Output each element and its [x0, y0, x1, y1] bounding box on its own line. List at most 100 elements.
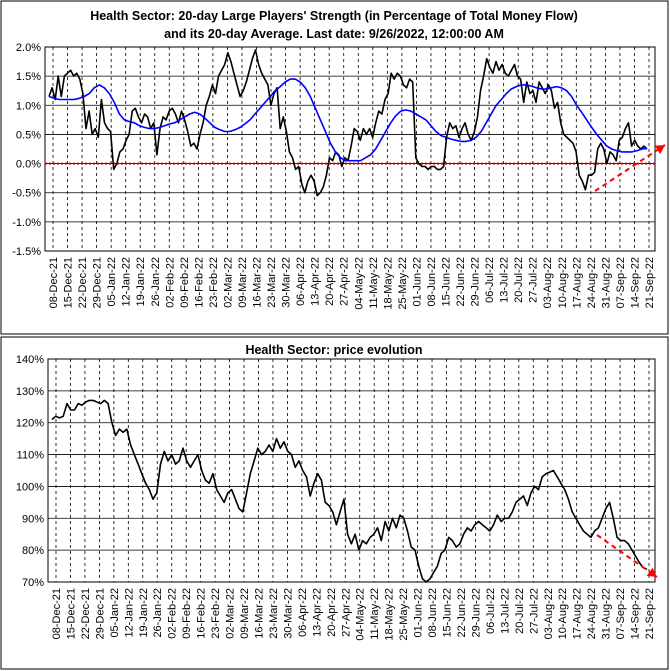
y-tick-label: 70% — [22, 577, 44, 589]
x-tick-label: 07-Sep-22 — [615, 257, 627, 308]
y-tick-label: 140% — [16, 354, 44, 366]
x-tick-label: 27-Apr-22 — [339, 257, 351, 306]
top-chart-title-line2: and its 20-day Average. Last date: 9/26/… — [164, 27, 504, 41]
x-tick-label: 11-May-22 — [368, 257, 380, 309]
x-tick-label: 22-Dec-21 — [77, 257, 89, 308]
trend-arrow-head — [654, 145, 665, 155]
y-tick-label: 130% — [16, 386, 44, 398]
x-tick-label: 30-Mar-22 — [281, 257, 293, 308]
x-tick-label: 06-Jul-22 — [484, 257, 496, 303]
x-tick-label: 29-Jun-22 — [470, 257, 482, 307]
x-tick-label: 08-Jun-22 — [426, 257, 438, 307]
x-tick-label: 22-Jun-22 — [455, 257, 467, 307]
x-tick-label: 11-May-22 — [369, 588, 381, 640]
series-line-primary — [51, 399, 648, 583]
x-tick-label: 25-May-22 — [397, 257, 409, 310]
x-tick-label: 18-May-22 — [382, 257, 394, 310]
x-tick-label: 05-Jan-22 — [106, 257, 118, 307]
x-tick-label: 23-Mar-22 — [266, 257, 278, 308]
x-tick-label: 02-Mar-22 — [222, 257, 234, 308]
x-tick-label: 15-Dec-21 — [63, 257, 75, 308]
bottom-plot-area: 140%130%120%110%100%90%80%70%08-Dec-21 15… — [16, 354, 658, 641]
x-tick-label: 21-Sep-22 — [644, 588, 656, 639]
y-tick-label: 100% — [16, 481, 44, 493]
x-tick-label: 25-May-22 — [398, 588, 410, 641]
x-tick-label: 20-Apr-22 — [324, 257, 336, 306]
x-tick-label: 27-Jul-22 — [528, 588, 540, 634]
series-line-average — [48, 78, 648, 162]
x-tick-label: 15-Dec-21 — [65, 588, 77, 639]
x-tick-label: 10-Aug-22 — [557, 257, 569, 308]
y-tick-label: 1.5% — [16, 71, 41, 83]
y-tick-label: -1.0% — [12, 217, 41, 229]
top-chart-title-line1: Health Sector: 20-day Large Players' Str… — [90, 9, 578, 23]
x-tick-label: 20-Apr-22 — [326, 588, 338, 637]
x-tick-label: 02-Mar-22 — [225, 588, 237, 639]
x-tick-label: 29-Jun-22 — [470, 588, 482, 638]
x-tick-label: 07-Sep-22 — [615, 588, 627, 639]
x-tick-label: 01-Jun-22 — [411, 257, 423, 307]
x-tick-label: 20-Jul-22 — [514, 588, 526, 634]
x-tick-label: 24-Aug-22 — [586, 588, 598, 639]
x-tick-label: 03-Aug-22 — [543, 588, 555, 639]
x-tick-label: 27-Jul-22 — [528, 257, 540, 303]
x-tick-label: 22-Dec-21 — [80, 588, 92, 639]
x-tick-label: 23-Feb-22 — [208, 257, 220, 308]
trend-arrow-line — [594, 144, 666, 192]
x-tick-label: 19-Jan-22 — [135, 257, 147, 307]
y-tick-label: 80% — [22, 545, 44, 557]
top-plot-area: 2.0% 1.5% 1.0% 0.5% 0.0% -0.5% -1.0% -1.5% 08-De… — [12, 42, 666, 310]
x-tick-label: 13-Apr-22 — [310, 257, 322, 306]
x-tick-label: 17-Aug-22 — [571, 257, 583, 308]
x-tick-label: 16-Mar-22 — [252, 257, 264, 308]
y-tick-label: 120% — [16, 418, 44, 430]
y-tick-label: 110% — [17, 450, 45, 462]
x-tick-label: 29-Dec-21 — [92, 257, 104, 308]
bottom-chart-title: Health Sector: price evolution — [245, 343, 422, 357]
y-tick-label: -0.5% — [12, 188, 41, 200]
trend-arrow-head — [646, 567, 657, 577]
x-tick-label: 14-Sep-22 — [630, 588, 642, 639]
trend-arrow-line — [596, 534, 658, 578]
x-tick-label: 31-Aug-22 — [601, 588, 613, 639]
x-tick-label: 16-Feb-22 — [193, 257, 205, 308]
y-tick-label: 0.0% — [16, 159, 41, 171]
x-tick-label: 13-Jul-22 — [499, 588, 511, 634]
x-tick-label: 17-Aug-22 — [572, 588, 584, 639]
y-tick-label: 2.0% — [16, 42, 41, 54]
x-tick-label: 23-Feb-22 — [210, 588, 222, 639]
x-tick-label: 16-Mar-22 — [253, 588, 265, 639]
x-tick-label: 09-Mar-22 — [237, 257, 249, 308]
x-tick-label: 19-Jan-22 — [138, 588, 150, 638]
x-tick-label: 03-Aug-22 — [542, 257, 554, 308]
x-tick-label: 08-Jun-22 — [427, 588, 439, 638]
x-tick-label: 22-Jun-22 — [456, 588, 468, 638]
y-tick-label: 1.0% — [16, 100, 41, 112]
x-tick-label: 13-Jul-22 — [499, 257, 511, 303]
x-tick-label: 06-Jul-22 — [485, 588, 497, 634]
x-tick-label: 06-Apr-22 — [297, 588, 309, 637]
x-tick-label: 09-Feb-22 — [179, 257, 191, 308]
y-tick-label: 0.5% — [16, 129, 41, 141]
x-tick-label: 18-May-22 — [384, 588, 396, 641]
x-tick-label: 10-Aug-22 — [557, 588, 569, 639]
x-tick-label: 12-Jan-22 — [121, 257, 133, 307]
y-tick-label: 90% — [22, 513, 44, 525]
x-tick-label: 26-Jan-22 — [152, 588, 164, 638]
x-tick-label: 14-Sep-22 — [629, 257, 641, 308]
x-tick-label: 26-Jan-22 — [150, 257, 162, 307]
plot-border — [47, 358, 656, 583]
x-tick-label: 31-Aug-22 — [600, 257, 612, 308]
x-tick-label: 27-Apr-22 — [340, 588, 352, 637]
x-tick-label: 02-Feb-22 — [167, 588, 179, 639]
x-tick-label: 16-Feb-22 — [196, 588, 208, 639]
x-tick-label: 01-Jun-22 — [413, 588, 425, 638]
x-tick-label: 30-Mar-22 — [282, 588, 294, 639]
x-tick-label: 02-Feb-22 — [164, 257, 176, 308]
x-tick-label: 12-Jan-22 — [123, 588, 135, 638]
x-tick-label: 09-Mar-22 — [239, 588, 251, 639]
x-tick-label: 21-Sep-22 — [644, 257, 656, 308]
x-tick-label: 09-Feb-22 — [181, 588, 193, 639]
x-tick-label: 08-Dec-21 — [48, 257, 60, 308]
